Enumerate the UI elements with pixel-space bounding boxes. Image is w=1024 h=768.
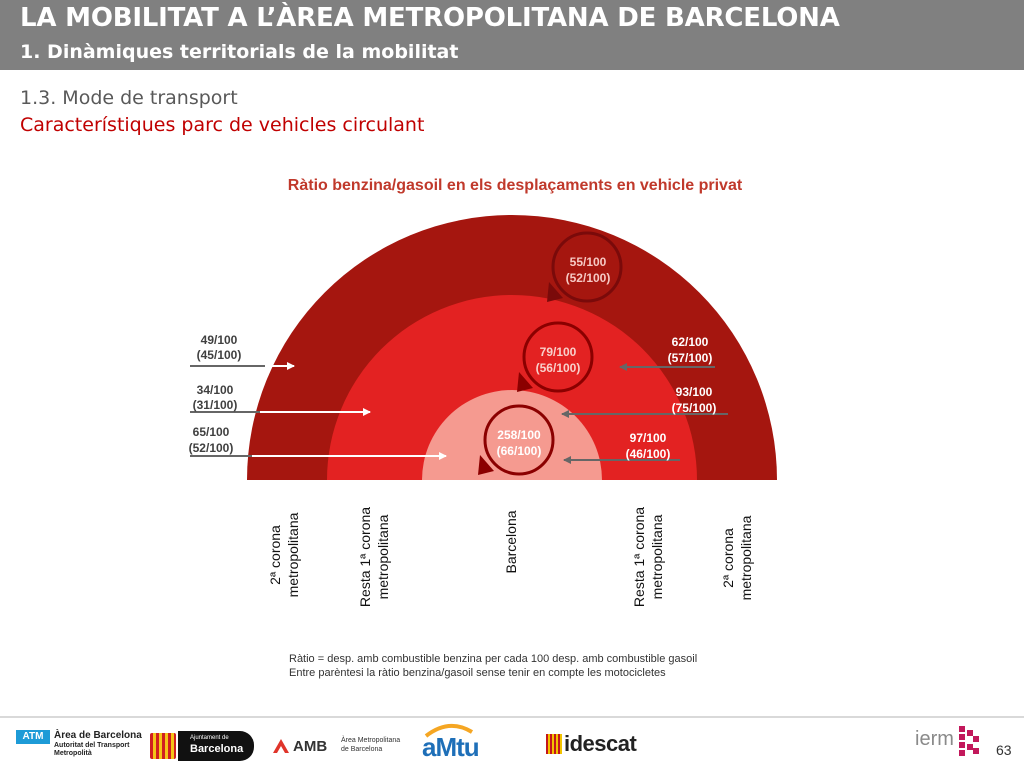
left-ratio-2-paren: (31/100) [193,398,238,412]
ierm-name: ierm [915,728,954,750]
right-ratio-1-paren: (57/100) [668,351,713,365]
amb-line-1: Àrea Metropolitana [341,737,401,744]
idescat-logo: idescat [546,731,656,759]
zone-right-middle-line1: Resta 1ª corona [631,507,647,607]
left-ratio-1-paren: (45/100) [197,348,242,362]
section-subheading: Característiques parc de vehicles circul… [20,114,425,136]
iermb-logo: ierm [915,724,985,758]
atm-badge: ATM [16,730,50,744]
middle-cycle-arrowhead [517,372,533,392]
left-ratio-2: 34/100 [197,383,234,397]
atm-line-1: Àrea de Barcelona [54,730,142,741]
outer-ring-ratio-paren: (52/100) [566,271,611,285]
note-line-1: Ràtio = desp. amb combustible benzina pe… [289,653,698,665]
middle-ring-ratio: 79/100 [540,345,577,359]
right-ratio-2: 93/100 [676,385,713,399]
amtu-arc-icon [424,724,474,738]
note-line-2: Entre parèntesi la ràtio benzina/gasoil … [289,667,666,679]
amb-name: AMB [293,738,328,755]
zone-right-outer-line2: metropolitana [738,515,754,600]
middle-ring [327,295,697,480]
left-ratio-3-paren: (52/100) [189,441,234,455]
outer-cycle-arrowhead [547,282,563,302]
inner-core [422,390,602,480]
zone-left-middle-line2: metropolitana [375,514,391,599]
amtu-name: aMtu [422,732,480,762]
page-title: LA MOBILITAT A L’ÀREA METROPOLITANA DE B… [20,3,840,33]
inner-cycle-circle [483,404,555,476]
right-ratio-3: 97/100 [630,431,667,445]
right-ratio-2-paren: (75/100) [672,401,717,415]
zone-left-middle-line1: Resta 1ª corona [357,507,373,607]
zone-left-outer-line2: metropolitana [285,512,301,597]
zone-center: Barcelona [503,510,519,573]
ajuntament-line-1: Ajuntament de [190,735,229,741]
middle-cycle-circle [522,321,594,393]
inner-core-ratio: 258/100 [497,428,541,442]
amb-chevron-icon [273,739,289,753]
amb-line-2: de Barcelona [341,746,383,753]
inner-cycle-arrowhead [478,455,494,475]
amtu-logo: aMtu [420,722,540,762]
outer-ring-ratio: 55/100 [570,255,607,269]
footer-divider [0,716,1024,718]
zone-left-outer-line1: 2ª corona [267,525,283,585]
header-bar: LA MOBILITAT A L’ÀREA METROPOLITANA DE B… [0,0,1024,70]
middle-ring-ratio-paren: (56/100) [536,361,581,375]
page-subtitle: 1. Dinàmiques territorials de la mobilit… [20,41,459,63]
page-number: 63 [996,742,1012,758]
outer-cycle-circle [551,231,623,303]
ajuntament-line-2: Barcelona [190,743,244,755]
inner-core-ratio-paren: (66/100) [497,444,542,458]
ajuntament-shield-icon [150,733,176,759]
amb-logo: AMB Àrea Metropolitana de Barcelona [273,735,403,759]
right-ratio-3-paren: (46/100) [626,447,671,461]
atm-line-3: Metropolità [54,750,92,757]
section-heading: 1.3. Mode de transport [20,87,238,109]
left-ratio-1: 49/100 [201,333,238,347]
right-ratio-1: 62/100 [672,335,709,349]
iermb-pixel-b-icon [959,726,979,756]
zone-right-middle-line2: metropolitana [649,514,665,599]
semicircle-diagram: 55/100 (52/100) 79/100 (56/100) 258/100 … [189,215,777,607]
chart-title: Ràtio benzina/gasoil en els desplaçament… [287,177,743,194]
left-ratio-3: 65/100 [193,425,230,439]
idescat-flag-icon [546,734,562,754]
ajuntament-logo: Ajuntament de Barcelona [150,731,254,761]
idescat-name: idescat [564,731,637,756]
atm-line-2: Autoritat del Transport [54,742,130,749]
zone-right-outer-line1: 2ª corona [720,528,736,588]
